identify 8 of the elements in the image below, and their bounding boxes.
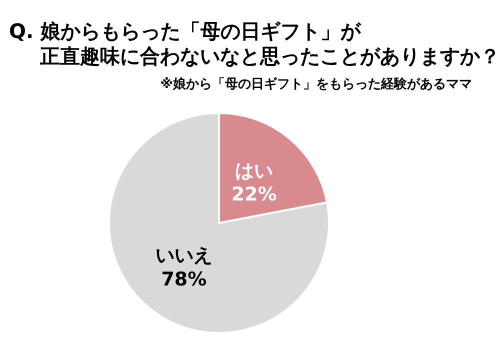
slice-label: いいえ bbox=[155, 244, 212, 267]
chart-title: Q. 娘からもらった「母の日ギフト」が bbox=[9, 19, 362, 43]
pie-slice bbox=[108, 112, 330, 334]
chart-subtitle: 正直趣味に合わないなと思ったことがありますか？ bbox=[39, 44, 500, 68]
data-label: 22% bbox=[231, 184, 277, 206]
slice-label: はい bbox=[235, 160, 274, 182]
data-label: 78% bbox=[161, 268, 207, 290]
text: ※娘から「母の日ギフト」をもらった経験があるママ bbox=[160, 76, 472, 92]
